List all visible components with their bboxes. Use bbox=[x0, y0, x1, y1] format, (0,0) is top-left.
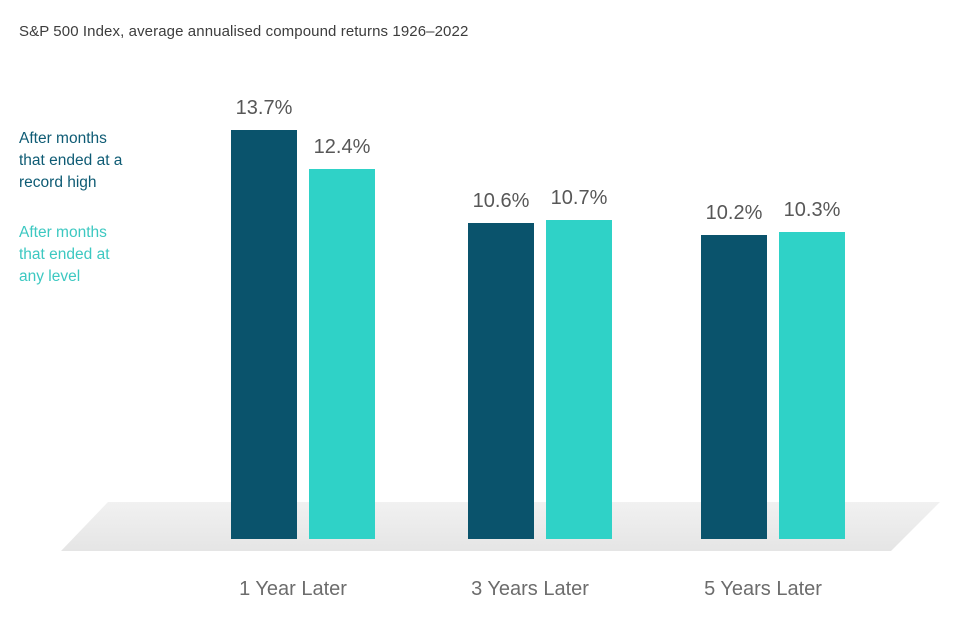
value-label-record-high-3-years-later: 10.6% bbox=[472, 190, 530, 212]
bar-any-level-1-year-later bbox=[309, 169, 375, 539]
legend-item-record-high: After months that ended at a record high bbox=[19, 130, 123, 191]
value-label-any-level-3-years-later: 10.7% bbox=[550, 187, 608, 209]
axis-label-5-years-later: 5 Years Later bbox=[704, 578, 822, 600]
bar-record-high-1-year-later bbox=[231, 130, 297, 539]
bar-any-level-5-years-later bbox=[779, 232, 845, 539]
value-label-any-level-1-year-later: 12.4% bbox=[313, 136, 371, 158]
bar-record-high-3-years-later bbox=[468, 223, 534, 539]
legend: After months that ended at a record high… bbox=[19, 128, 169, 316]
bar-any-level-3-years-later bbox=[546, 220, 612, 539]
legend-item-any-level: After months that ended at any level bbox=[19, 224, 110, 285]
value-label-record-high-1-year-later: 13.7% bbox=[235, 97, 293, 119]
axis-label-1-year-later: 1 Year Later bbox=[239, 578, 347, 600]
value-label-record-high-5-years-later: 10.2% bbox=[705, 202, 763, 224]
bar-record-high-5-years-later bbox=[701, 235, 767, 539]
axis-label-3-years-later: 3 Years Later bbox=[471, 578, 589, 600]
chart-title: S&P 500 Index, average annualised compou… bbox=[19, 23, 469, 40]
value-label-any-level-5-years-later: 10.3% bbox=[783, 199, 841, 221]
